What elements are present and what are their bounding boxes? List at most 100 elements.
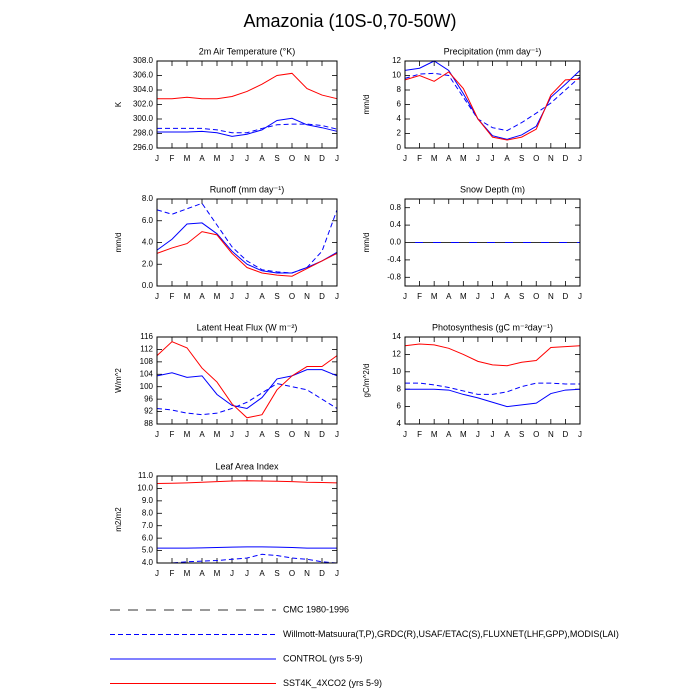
y-tick-label: 4: [397, 419, 402, 428]
x-tick-label: M: [214, 430, 221, 439]
x-tick-label: N: [304, 292, 310, 301]
y-axis-label: mm/d: [362, 95, 371, 115]
x-tick-label: D: [319, 154, 325, 163]
x-tick-label: J: [230, 430, 234, 439]
x-tick-label: N: [548, 154, 554, 163]
plot-frame: [156, 198, 338, 287]
y-tick-label: 8.0: [142, 194, 154, 203]
x-tick-label: A: [504, 154, 510, 163]
x-tick-label: D: [563, 292, 569, 301]
x-tick-label: A: [446, 292, 452, 301]
x-tick-label: F: [417, 292, 422, 301]
x-tick-label: N: [548, 292, 554, 301]
y-tick-label: 7.0: [142, 521, 154, 530]
series-line: [156, 480, 338, 484]
y-tick-label: 6.0: [142, 533, 154, 542]
x-tick-label: J: [476, 154, 480, 163]
x-tick-label: D: [319, 292, 325, 301]
x-tick-label: O: [533, 292, 539, 301]
x-tick-label: F: [170, 569, 175, 578]
x-tick-label: M: [460, 292, 467, 301]
x-tick-label: M: [214, 154, 221, 163]
x-tick-label: F: [170, 154, 175, 163]
panel-title: Photosynthesis (gC m⁻²day⁻¹): [432, 322, 553, 332]
y-tick-label: 2: [397, 129, 402, 138]
x-tick-label: A: [504, 430, 510, 439]
page-title: Amazonia (10S-0,70-50W): [243, 11, 456, 31]
series-line: [157, 117, 338, 137]
x-tick-label: J: [155, 569, 159, 578]
series-line: [405, 388, 581, 408]
y-tick-label: 10: [392, 71, 401, 80]
x-tick-label: O: [289, 292, 295, 301]
y-tick-label: 10.0: [137, 484, 153, 493]
x-tick-label: O: [289, 154, 295, 163]
y-tick-label: 8: [397, 384, 402, 393]
y-tick-label: 6.0: [142, 216, 154, 225]
x-tick-label: J: [335, 569, 339, 578]
x-tick-label: D: [563, 154, 569, 163]
x-tick-label: J: [491, 292, 495, 301]
series-line: [156, 231, 338, 277]
x-tick-label: S: [519, 154, 524, 163]
x-tick-label: A: [199, 292, 205, 301]
y-tick-label: 8.0: [142, 508, 154, 517]
y-tick-label: 5.0: [142, 546, 154, 555]
y-axis-label: mm/d: [362, 233, 371, 253]
x-tick-label: N: [548, 430, 554, 439]
x-tick-label: M: [460, 430, 467, 439]
x-tick-label: J: [245, 292, 249, 301]
x-tick-label: M: [184, 154, 191, 163]
y-tick-label: 12: [392, 350, 401, 359]
y-tick-label: 0.4: [390, 220, 402, 229]
x-tick-label: A: [446, 154, 452, 163]
series-line: [156, 383, 338, 416]
x-tick-label: J: [155, 154, 159, 163]
y-tick-label: 0.0: [390, 238, 402, 247]
y-tick-label: -0.4: [387, 255, 401, 264]
x-tick-label: A: [259, 292, 265, 301]
y-tick-label: 88: [144, 419, 153, 428]
x-tick-label: M: [214, 292, 221, 301]
x-tick-label: S: [519, 430, 524, 439]
x-tick-label: S: [274, 154, 279, 163]
x-tick-label: J: [335, 154, 339, 163]
y-tick-label: 92: [144, 407, 153, 416]
x-tick-label: J: [230, 154, 234, 163]
y-tick-label: 0.0: [142, 281, 154, 290]
plot-frame: [156, 336, 338, 425]
y-tick-label: 11.0: [138, 471, 154, 480]
panel-title: Precipitation (mm day⁻¹): [444, 46, 542, 56]
series-line: [156, 369, 338, 409]
series-line: [404, 343, 581, 367]
y-tick-label: 6: [397, 402, 402, 411]
x-tick-label: O: [289, 430, 295, 439]
y-tick-label: 296.0: [133, 143, 154, 152]
plot-frame: [404, 60, 581, 149]
y-axis-label: K: [114, 101, 123, 107]
y-axis-label: m2/m2: [114, 507, 123, 532]
y-tick-label: 4: [397, 114, 402, 123]
x-tick-label: M: [431, 292, 438, 301]
x-tick-label: J: [230, 569, 234, 578]
x-tick-label: J: [155, 430, 159, 439]
y-tick-label: 300.0: [133, 114, 154, 123]
y-axis-label: gC/m^2/d: [362, 364, 371, 398]
x-tick-label: M: [184, 569, 191, 578]
x-tick-label: M: [184, 292, 191, 301]
x-tick-label: N: [304, 569, 310, 578]
y-tick-label: -0.8: [387, 272, 401, 281]
plot-frame: [404, 336, 581, 425]
y-tick-label: 9.0: [142, 496, 154, 505]
series-line: [404, 71, 581, 141]
x-tick-label: M: [431, 154, 438, 163]
x-tick-label: M: [460, 154, 467, 163]
x-tick-label: J: [491, 430, 495, 439]
y-tick-label: 4.0: [142, 558, 154, 567]
x-tick-label: D: [319, 569, 325, 578]
panel-title: 2m Air Temperature (°K): [199, 46, 295, 56]
y-tick-label: 116: [140, 332, 153, 341]
x-tick-label: A: [199, 569, 205, 578]
y-tick-label: 100: [140, 382, 154, 391]
